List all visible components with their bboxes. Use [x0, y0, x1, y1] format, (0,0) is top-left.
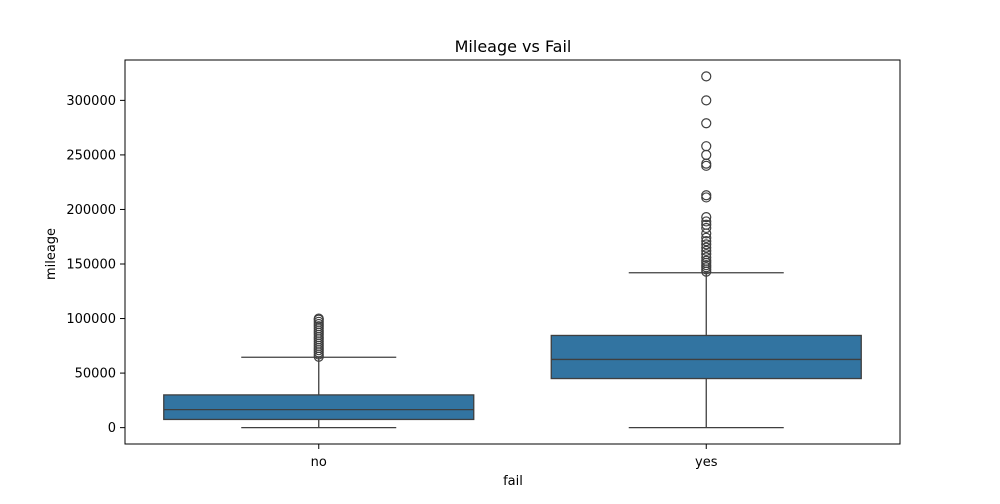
plot-frame: [124, 59, 901, 445]
y-axis-label: mileage: [44, 228, 59, 280]
x-tick-label: no: [311, 455, 327, 470]
y-tick-label: 300000: [66, 94, 116, 109]
box-no: [163, 394, 475, 421]
outlier-point-yes: [701, 71, 712, 82]
y-tick-label: 250000: [66, 148, 116, 163]
x-axis-label: fail: [503, 474, 523, 489]
outlier-point-yes: [701, 118, 712, 129]
outlier-point-yes: [701, 190, 712, 201]
outlier-point-yes: [701, 245, 712, 257]
x-tick-label: yes: [695, 455, 718, 470]
box-yes: [550, 334, 862, 380]
outlier-point-yes: [701, 160, 712, 171]
outlier-point-yes: [701, 235, 712, 247]
y-tick-label: 150000: [66, 258, 116, 273]
outlier-point-yes: [701, 95, 712, 106]
outlier-point-yes: [701, 192, 712, 203]
outlier-point-yes: [701, 158, 712, 169]
outlier-point-no: [313, 313, 324, 324]
outlier-point-yes: [701, 219, 712, 230]
y-tick-label: 0: [108, 421, 116, 436]
outlier-point-yes: [701, 252, 712, 263]
outlier-point-yes: [701, 249, 712, 260]
y-tick-label: 50000: [75, 367, 116, 382]
outlier-point-yes: [701, 216, 712, 227]
outlier-point-yes: [701, 211, 712, 223]
chart-title: Mileage vs Fail: [455, 37, 572, 56]
outlier-point-yes: [701, 222, 712, 234]
outlier-point-yes: [701, 141, 712, 152]
outlier-point-yes: [701, 242, 712, 253]
outlier-point-yes: [701, 239, 712, 250]
outlier-point-yes: [701, 149, 712, 161]
y-tick-label: 100000: [66, 312, 116, 327]
outlier-point-yes: [701, 232, 712, 243]
plot-area: 0 50000 100000 150000 200000 250000 300000 no ye…: [66, 59, 901, 470]
outlier-point-yes: [701, 255, 712, 266]
y-tick-label: 200000: [66, 203, 116, 218]
